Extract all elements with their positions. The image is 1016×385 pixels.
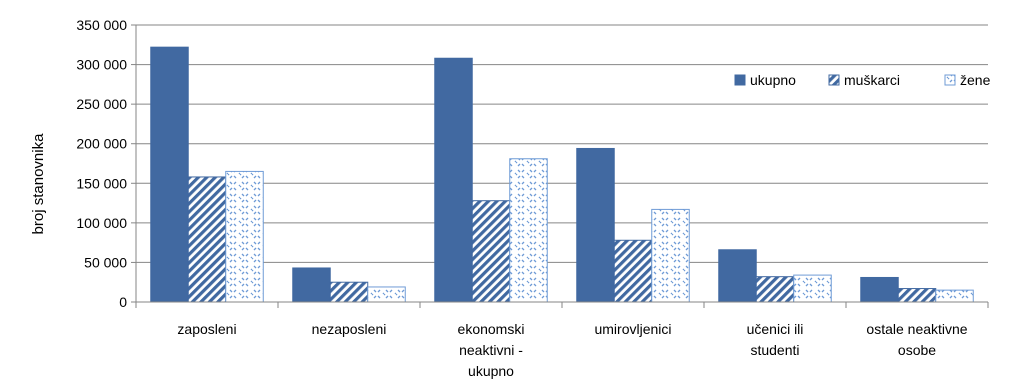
category-label-line: ostale neaktivne: [866, 321, 967, 337]
bar-ukupno-4: [718, 249, 757, 303]
bar-ukupno-0: [150, 46, 189, 303]
legend-label: žene: [960, 72, 991, 88]
y-tick-label: 350 000: [76, 17, 127, 33]
bar-ukupno-1: [292, 267, 331, 303]
category-label: ekonomski neaktivni - ukupno: [458, 321, 525, 379]
category-labels: zaposleni nezaposleni ekonomski neaktivni -…: [177, 321, 967, 379]
bar-muškarci-5: [897, 288, 937, 303]
legend-swatch-žene: [944, 74, 956, 86]
y-tick-labels: 0 50 000 100 000 150 000 200 000 250 000 300 0…: [76, 17, 127, 310]
category-label-line: nezaposleni: [312, 321, 387, 337]
gridlines: [136, 24, 988, 263]
category-label-line: ukupno: [468, 363, 514, 379]
bar-ukupno-5: [860, 276, 899, 303]
y-axis-label: broj stanovnika: [30, 133, 47, 235]
y-tick-label: 200 000: [76, 136, 127, 152]
bar-muškarci-3: [613, 239, 653, 303]
y-tick-label: 250 000: [76, 96, 127, 112]
bar-žene-5: [935, 289, 974, 303]
category-label-line: zaposleni: [177, 321, 236, 337]
category-label-line: studenti: [750, 342, 799, 358]
y-tick-label: 100 000: [76, 215, 127, 231]
bar-muškarci-0: [187, 176, 227, 303]
legend: ukupno muškarci žene: [734, 72, 991, 88]
bar-žene-1: [367, 286, 406, 303]
axes: [131, 24, 989, 308]
legend-label: muškarci: [844, 72, 900, 88]
bar-žene-4: [793, 274, 832, 303]
category-label: zaposleni: [177, 321, 236, 337]
category-label: ostale neaktivne osobe: [866, 321, 967, 358]
bar-muškarci-2: [471, 200, 511, 303]
bar-muškarci-4: [755, 276, 795, 303]
category-label: nezaposleni: [312, 321, 387, 337]
category-label-line: ekonomski: [458, 321, 525, 337]
bars: [150, 46, 974, 303]
bar-ukupno-3: [576, 147, 615, 303]
bar-ukupno-2: [434, 57, 473, 303]
legend-label: ukupno: [750, 72, 796, 88]
category-label-line: umirovljenici: [594, 321, 671, 337]
y-tick-label: 0: [119, 294, 127, 310]
category-label-line: osobe: [898, 342, 936, 358]
legend-swatch-muškarci: [828, 74, 840, 86]
category-label-line: neaktivni -: [459, 342, 523, 358]
category-label: umirovljenici: [594, 321, 671, 337]
legend-swatch-ukupno: [734, 74, 746, 86]
bar-muškarci-1: [329, 281, 369, 303]
y-tick-label: 300 000: [76, 57, 127, 73]
category-label-line: učenici ili: [747, 321, 804, 337]
bar-žene-2: [509, 158, 548, 303]
y-tick-label: 50 000: [84, 254, 127, 270]
category-label: učenici ili studenti: [747, 321, 804, 358]
bar-žene-3: [651, 208, 690, 303]
bar-žene-0: [225, 170, 264, 303]
y-tick-label: 150 000: [76, 175, 127, 191]
